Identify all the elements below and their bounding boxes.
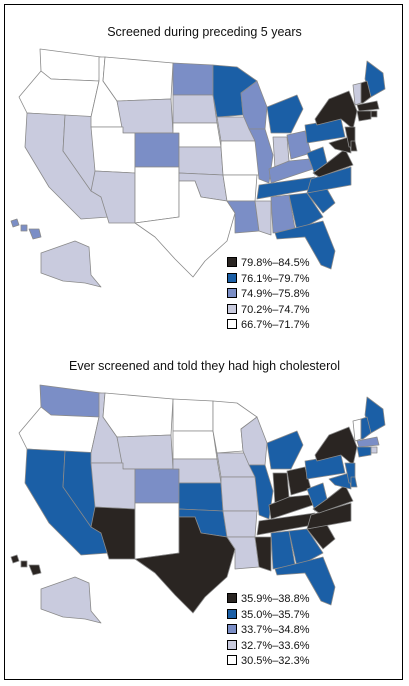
cholesterol-state-hi bbox=[10, 554, 42, 576]
screened-state-ny bbox=[314, 90, 358, 130]
screened-state-ct bbox=[356, 110, 372, 122]
screened-legend-item: 70.2%–74.7% bbox=[227, 303, 310, 320]
screened-legend-label: 66.7%–71.7% bbox=[241, 319, 310, 331]
cholesterol-state-co bbox=[134, 468, 180, 504]
screened-state-hi bbox=[10, 218, 42, 240]
screened-state-md bbox=[328, 136, 352, 154]
screened-state-va bbox=[312, 148, 354, 178]
screened-state-fl bbox=[274, 220, 336, 270]
cholesterol-state-mi bbox=[266, 430, 304, 470]
map-title-high-cholesterol: Ever screened and told they had high cho… bbox=[68, 359, 340, 373]
screened-legend-label: 79.8%–84.5% bbox=[241, 257, 310, 269]
cholesterol-state-il bbox=[248, 464, 274, 520]
screened-state-ri bbox=[370, 110, 378, 118]
cholesterol-state-md bbox=[328, 472, 352, 490]
screened-legend-swatch bbox=[227, 257, 237, 267]
cholesterol-state-ny bbox=[314, 426, 358, 466]
cholesterol-state-nd bbox=[172, 398, 214, 432]
screened-state-wa bbox=[39, 48, 102, 82]
cholesterol-legend-swatch bbox=[227, 639, 237, 650]
cholesterol-legend-item: 33.7%–34.8% bbox=[227, 624, 310, 640]
screened-legend-swatch bbox=[227, 303, 237, 314]
screened-state-ut bbox=[90, 126, 136, 174]
cholesterol-legend-swatch bbox=[227, 593, 237, 603]
screened-state-il bbox=[248, 128, 274, 184]
screened-legend-label: 74.9%–75.8% bbox=[241, 288, 310, 300]
cholesterol-legend-item: 35.9%–38.8% bbox=[227, 593, 310, 609]
screened-legend-item: 66.7%–71.7% bbox=[227, 319, 310, 335]
cholesterol-legend-item: 30.5%–32.3% bbox=[227, 655, 310, 671]
cholesterol-state-ma bbox=[356, 436, 380, 448]
screened-state-nm bbox=[134, 166, 180, 224]
cholesterol-state-nm bbox=[134, 502, 180, 560]
cholesterol-legend-swatch bbox=[227, 624, 237, 634]
screened-state-mt bbox=[102, 56, 174, 102]
screened-state-nc bbox=[306, 166, 352, 194]
cholesterol-legend-swatch bbox=[227, 608, 237, 619]
screened-state-vt bbox=[352, 82, 362, 106]
cholesterol-state-ga bbox=[288, 528, 324, 568]
screened-state-co bbox=[134, 132, 180, 168]
cholesterol-legend-item: 35.0%–35.7% bbox=[227, 608, 310, 625]
cholesterol-state-ut bbox=[90, 462, 136, 510]
cholesterol-state-wy bbox=[116, 434, 174, 470]
cholesterol-legend-label: 33.7%–34.8% bbox=[241, 624, 310, 636]
us-map-high-cholesterol bbox=[10, 384, 386, 624]
screened-state-nh bbox=[360, 80, 372, 104]
screened-legend-item: 76.1%–79.7% bbox=[227, 272, 310, 289]
cholesterol-state-fl bbox=[274, 556, 336, 606]
screened-state-la bbox=[226, 200, 260, 234]
legend-screened: 79.8%–84.5% 76.1%–79.7% 74.9%–75.8% 70.2%–7… bbox=[227, 257, 310, 335]
cholesterol-state-de bbox=[350, 476, 358, 488]
cholesterol-state-me bbox=[364, 396, 386, 434]
figure-frame: Screened during preceding 5 years 79.8%–… bbox=[4, 4, 403, 680]
cholesterol-legend-label: 35.9%–38.8% bbox=[241, 593, 310, 605]
screened-state-ar bbox=[222, 174, 258, 202]
legend-high-cholesterol: 35.9%–38.8% 35.0%–35.7% 33.7%–34.8% 32.7%–3… bbox=[227, 593, 310, 671]
cholesterol-state-va bbox=[312, 484, 354, 514]
screened-state-ga bbox=[288, 192, 324, 232]
us-map-screened-5-years bbox=[10, 48, 386, 288]
screened-legend-item: 79.8%–84.5% bbox=[227, 257, 310, 273]
cholesterol-legend-item: 32.7%–33.6% bbox=[227, 639, 310, 656]
screened-state-ak bbox=[40, 240, 102, 288]
cholesterol-state-ak bbox=[40, 576, 102, 624]
cholesterol-state-vt bbox=[352, 418, 362, 442]
cholesterol-state-nc bbox=[306, 502, 352, 530]
screened-state-nd bbox=[172, 62, 214, 96]
screened-state-wy bbox=[116, 98, 174, 134]
screened-state-ks bbox=[178, 146, 224, 176]
screened-state-sd bbox=[172, 94, 218, 124]
cholesterol-legend-label: 32.7%–33.6% bbox=[241, 639, 310, 652]
screened-state-ma bbox=[356, 100, 380, 112]
cholesterol-state-la bbox=[226, 536, 260, 570]
screened-state-de bbox=[350, 140, 358, 152]
cholesterol-state-tx bbox=[134, 516, 236, 614]
screened-state-tx bbox=[134, 180, 236, 278]
screened-state-mi bbox=[266, 94, 304, 134]
screened-legend-label: 70.2%–74.7% bbox=[241, 303, 310, 316]
cholesterol-state-ne bbox=[172, 458, 222, 484]
cholesterol-state-ms bbox=[254, 536, 272, 572]
screened-state-ms bbox=[254, 200, 272, 236]
map-title-screened: Screened during preceding 5 years bbox=[107, 25, 302, 39]
cholesterol-state-ar bbox=[222, 510, 258, 538]
cholesterol-state-nh bbox=[360, 416, 372, 440]
screened-legend-item: 74.9%–75.8% bbox=[227, 288, 310, 304]
cholesterol-state-ct bbox=[356, 446, 372, 458]
screened-legend-swatch bbox=[227, 272, 237, 283]
cholesterol-state-wa bbox=[39, 384, 102, 418]
screened-legend-swatch bbox=[227, 288, 237, 298]
screened-state-me bbox=[364, 60, 386, 98]
cholesterol-legend-swatch bbox=[227, 655, 237, 665]
screened-legend-swatch bbox=[227, 319, 237, 329]
cholesterol-legend-label: 30.5%–32.3% bbox=[241, 655, 310, 667]
screened-state-ne bbox=[172, 122, 222, 148]
cholesterol-state-ks bbox=[178, 482, 224, 512]
cholesterol-state-ri bbox=[370, 446, 378, 454]
cholesterol-legend-label: 35.0%–35.7% bbox=[241, 608, 310, 621]
cholesterol-state-mt bbox=[102, 392, 174, 438]
cholesterol-state-sd bbox=[172, 430, 218, 460]
screened-legend-label: 76.1%–79.7% bbox=[241, 272, 310, 285]
